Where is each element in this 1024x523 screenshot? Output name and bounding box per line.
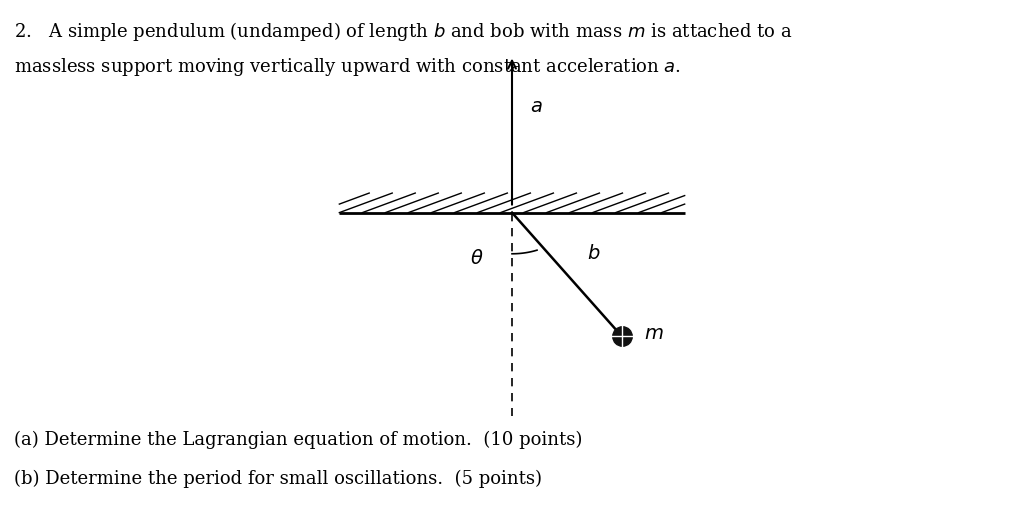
Text: $b$: $b$ [587,244,601,263]
Text: massless support moving vertically upward with constant acceleration $a$.: massless support moving vertically upwar… [14,55,681,77]
Text: $m$: $m$ [644,325,664,343]
Text: (b) Determine the period for small oscillations.  (5 points): (b) Determine the period for small oscil… [14,470,543,488]
Text: $a$: $a$ [530,98,543,116]
Text: 2.   A simple pendulum (undamped) of length $b$ and bob with mass $m$ is attache: 2. A simple pendulum (undamped) of lengt… [14,19,793,42]
Text: (a) Determine the Lagrangian equation of motion.  (10 points): (a) Determine the Lagrangian equation of… [14,431,583,449]
Text: $\theta$: $\theta$ [470,249,483,268]
